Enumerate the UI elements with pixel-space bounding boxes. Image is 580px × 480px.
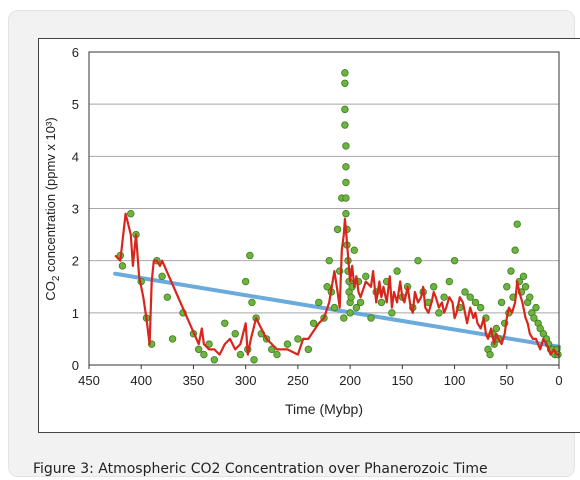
data-point <box>513 220 521 228</box>
data-point <box>526 293 534 301</box>
data-point <box>246 251 254 260</box>
data-point <box>346 309 354 317</box>
data-point <box>461 288 469 296</box>
data-point <box>194 345 203 354</box>
data-point <box>466 293 474 301</box>
data-point <box>347 293 355 301</box>
x-tick-label: 250 <box>287 373 309 388</box>
data-point <box>248 298 256 307</box>
data-point <box>236 350 245 359</box>
data-point <box>325 256 333 265</box>
data-point <box>356 298 365 307</box>
data-point <box>388 309 396 317</box>
x-tick-label: 100 <box>444 373 466 388</box>
x-tick-label: 300 <box>235 373 257 388</box>
data-point <box>342 178 350 187</box>
data-point <box>340 314 348 322</box>
data-point <box>163 293 172 301</box>
plot-area-border <box>88 51 560 366</box>
data-point <box>440 293 448 301</box>
data-point <box>294 335 302 343</box>
x-axis-label: Time (Mybp) <box>285 401 363 417</box>
x-tick-label: 400 <box>130 373 152 388</box>
data-point <box>362 272 370 281</box>
y-tick-label: 6 <box>72 45 79 60</box>
data-point <box>532 303 540 312</box>
data-point <box>352 303 361 312</box>
data-point <box>367 314 375 322</box>
data-point <box>200 350 208 359</box>
data-point <box>158 272 166 281</box>
data-point <box>309 319 318 327</box>
data-point <box>231 330 239 338</box>
data-point <box>341 121 349 129</box>
data-point <box>435 309 443 317</box>
data-point <box>497 298 506 307</box>
data-point <box>205 340 213 348</box>
data-point <box>268 345 276 354</box>
y-tick-label: 0 <box>72 358 79 373</box>
data-point <box>350 246 358 254</box>
data-point <box>118 262 127 270</box>
data-point <box>450 256 459 265</box>
data-point <box>511 246 519 254</box>
data-point <box>503 283 511 291</box>
data-point <box>521 283 530 291</box>
data-point <box>445 277 454 286</box>
data-point <box>471 298 480 307</box>
y-tick-label: 4 <box>72 149 79 164</box>
data-point <box>530 314 538 322</box>
data-point <box>341 69 349 77</box>
y-tick-label: 3 <box>72 202 79 217</box>
x-tick-label: 150 <box>391 373 413 388</box>
chart-frame: 0 1 2 3 4 5 6 450 400 350 300 250 200 150 100 50 0 Time… <box>38 38 580 433</box>
x-tick-label: 0 <box>555 373 562 388</box>
data-point <box>241 277 250 286</box>
data-point <box>341 105 349 114</box>
data-point <box>221 319 229 327</box>
y-tick-label: 1 <box>72 306 79 321</box>
data-point <box>342 210 350 218</box>
data-point <box>486 350 494 359</box>
data-point <box>492 324 501 333</box>
y-tick-label: 5 <box>72 97 79 112</box>
data-point <box>250 356 258 364</box>
proxy-line <box>114 212 559 356</box>
data-point <box>330 303 339 312</box>
x-tick-label: 50 <box>500 373 514 388</box>
figure-caption: Figure 3: Atmospheric CO2 Concentration … <box>33 461 488 477</box>
data-point <box>476 303 485 312</box>
data-point <box>283 340 292 348</box>
y-tick-label: 2 <box>72 254 79 269</box>
data-point <box>273 350 281 359</box>
data-point <box>342 163 350 171</box>
data-point <box>341 79 349 87</box>
x-tick-label: 450 <box>78 373 100 388</box>
data-point <box>507 267 515 275</box>
data-point <box>342 142 350 150</box>
y-axis-label: CO2 concentration (ppmv x 10³) <box>43 117 62 300</box>
data-point <box>377 298 386 307</box>
data-point <box>333 225 342 234</box>
data-point <box>168 335 177 343</box>
data-point <box>210 356 219 364</box>
co2-chart: 0 1 2 3 4 5 6 450 400 350 300 250 200 150 100 50 0 Time… <box>43 45 563 417</box>
data-point <box>429 283 438 291</box>
x-tick-label: 350 <box>183 373 205 388</box>
data-point <box>393 267 401 275</box>
data-point <box>323 283 331 291</box>
x-tick-label: 200 <box>339 373 361 388</box>
data-point <box>304 345 313 354</box>
data-point <box>127 210 135 218</box>
figure-card: 0 1 2 3 4 5 6 450 400 350 300 250 200 150 100 50 0 Time… <box>8 10 580 477</box>
data-point <box>414 256 422 265</box>
data-point <box>342 194 350 202</box>
data-point <box>315 298 323 307</box>
data-point <box>519 272 528 281</box>
